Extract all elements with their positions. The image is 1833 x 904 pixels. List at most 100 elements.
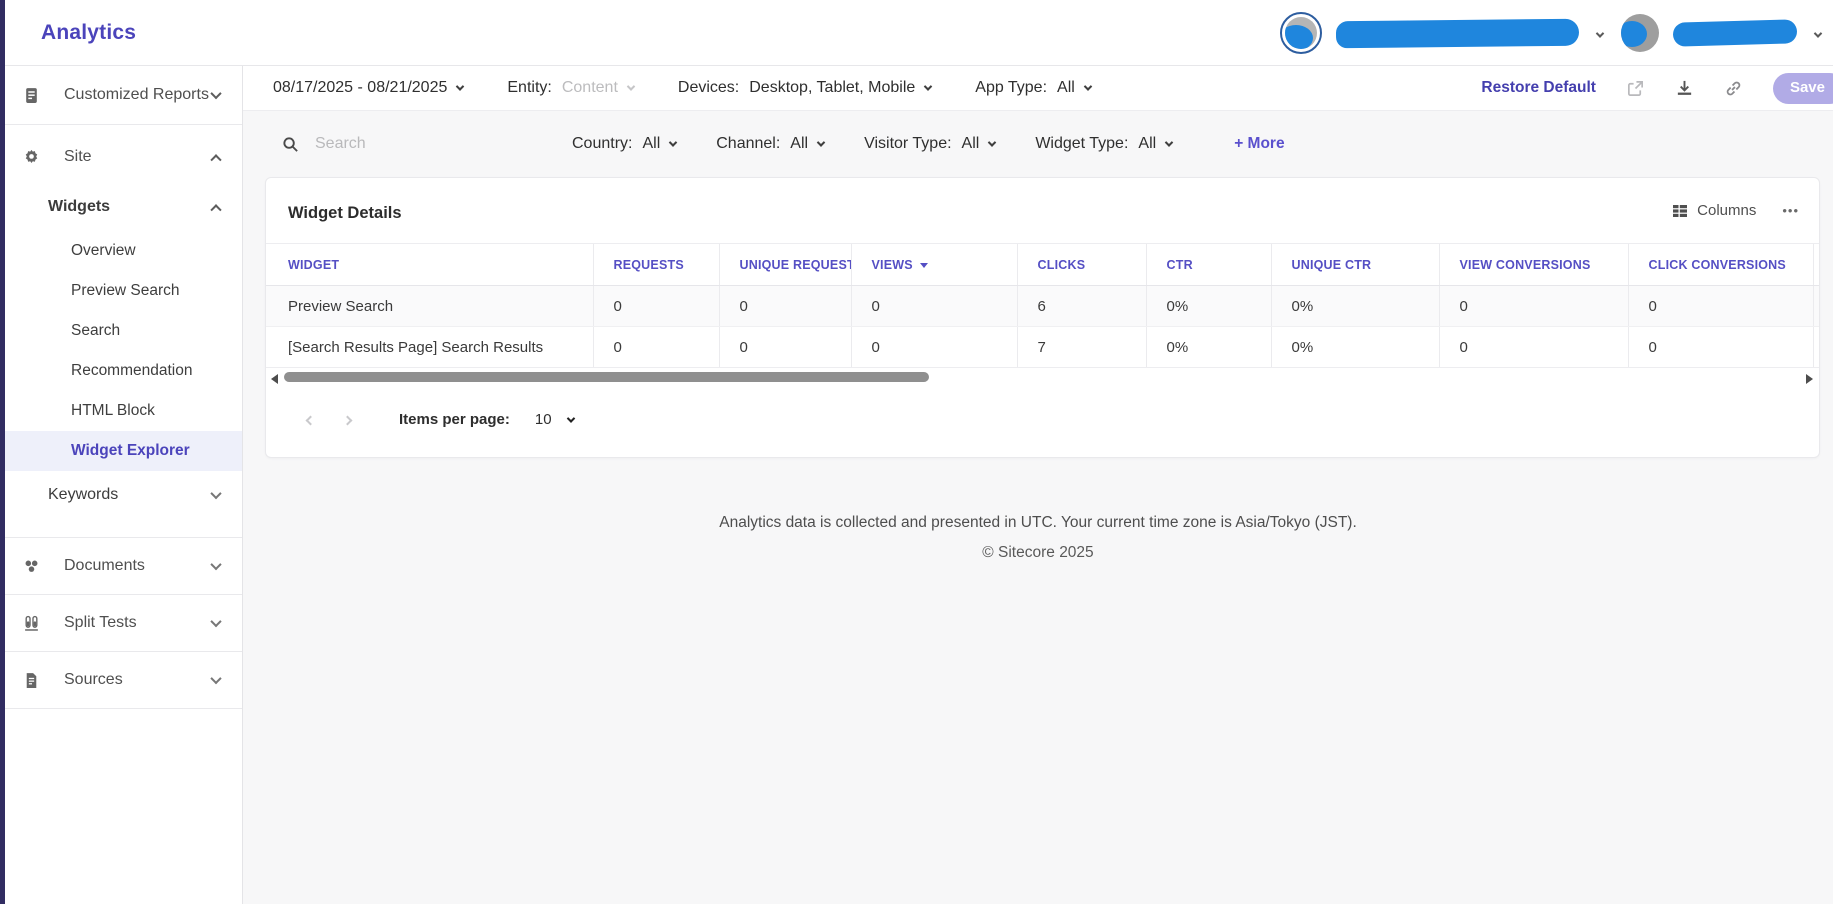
search-filter-row: Country: All Channel: All Visitor Type: … [243, 111, 1833, 171]
copy-link-button[interactable] [1724, 79, 1743, 98]
redaction-blob [1621, 21, 1647, 47]
sidebar-item-search[interactable]: Search [0, 311, 242, 351]
sidebar-item-customized-reports[interactable]: Customized Reports [0, 66, 242, 124]
sidebar-item-label: Search [71, 322, 121, 339]
cell-requests: 0 [592, 285, 719, 327]
chevron-down-icon [456, 82, 465, 91]
next-page-button[interactable] [338, 408, 357, 431]
cell-click-conversions: 0 [1627, 285, 1813, 327]
pagination: Items per page: 10 [266, 386, 1819, 457]
scroll-left-arrow-icon[interactable] [271, 374, 278, 384]
widget-type-dropdown[interactable]: Widget Type: All [1035, 135, 1174, 153]
avatar [1285, 17, 1317, 49]
save-button[interactable]: Save [1772, 72, 1833, 104]
sidebar-item-widget-explorer[interactable]: Widget Explorer [0, 431, 242, 471]
search-input[interactable] [315, 135, 495, 153]
devices-dropdown[interactable]: Devices: Desktop, Tablet, Mobile [677, 79, 933, 97]
sidebar-item-label: Recommendation [71, 362, 193, 379]
sidebar-item-recommendation[interactable]: Recommendation [0, 351, 242, 391]
sidebar-item-html-block[interactable]: HTML Block [0, 391, 242, 431]
sidebar-item-label: Widget Explorer [71, 442, 190, 459]
table-row[interactable]: [Search Results Page] Search Results 0 0… [266, 326, 1819, 368]
chevron-down-icon [816, 138, 826, 147]
entity-value: Content [561, 79, 618, 96]
prev-page-button[interactable] [301, 408, 320, 431]
chevron-down-icon [1595, 28, 1605, 38]
columns-button-label: Columns [1697, 202, 1757, 219]
sidebar-item-label: Widgets [48, 198, 111, 215]
cell-view-conversions: 0 [1438, 326, 1628, 368]
col-header-unique-requests[interactable]: UNIQUE REQUESTS [718, 243, 851, 286]
share-button[interactable] [1626, 79, 1645, 98]
chevron-down-icon [210, 615, 222, 628]
sidebar-item-overview[interactable]: Overview [0, 231, 242, 271]
org-switcher-chevron[interactable] [1593, 22, 1607, 45]
cell-requests: 0 [592, 326, 719, 368]
horizontal-scrollbar[interactable] [269, 371, 1815, 386]
col-header-view-conversions[interactable]: VIEW CONVERSIONS [1438, 243, 1628, 286]
left-edge-strip [0, 0, 5, 904]
sidebar-item-label: Documents [64, 557, 145, 574]
card-title: Widget Details [288, 204, 402, 222]
cell-unique-ctr: 0% [1270, 285, 1439, 327]
user-avatar[interactable] [1621, 14, 1659, 52]
col-header-clicks[interactable]: CLICKS [1016, 243, 1146, 286]
items-per-page-label: Items per page: [399, 411, 510, 428]
cell-view-conversions: 0 [1438, 285, 1628, 327]
col-header-click-conversions[interactable]: CLICK CONVERSIONS [1627, 243, 1813, 286]
devices-label: Devices: [677, 79, 740, 96]
col-header-ctr[interactable]: CTR [1145, 243, 1271, 286]
sidebar-item-sources[interactable]: Sources [0, 652, 242, 708]
cell-clicks: 7 [1016, 326, 1146, 368]
restore-default-button[interactable]: Restore Default [1481, 79, 1596, 96]
col-header-requests[interactable]: REQUESTS [592, 243, 719, 286]
cell-widget: Preview Search [266, 285, 593, 327]
org-avatar[interactable] [1280, 12, 1322, 54]
items-per-page-select[interactable]: 10 [535, 411, 575, 428]
more-filters-button[interactable]: + More [1234, 135, 1285, 152]
sidebar-item-label: Split Tests [64, 614, 137, 631]
search-box[interactable] [282, 135, 532, 153]
app-type-dropdown[interactable]: App Type: All [975, 79, 1093, 97]
chevron-up-icon [210, 204, 222, 216]
divider [0, 651, 242, 652]
documents-icon [22, 557, 40, 575]
sidebar-item-site[interactable]: Site [0, 131, 242, 183]
timezone-note: Analytics data is collected and presente… [719, 514, 1357, 531]
card-menu-button[interactable]: ••• [1782, 203, 1799, 218]
chevron-right-icon [342, 415, 353, 426]
country-dropdown[interactable]: Country: All [572, 135, 678, 153]
sidebar-item-widgets[interactable]: Widgets [0, 183, 242, 231]
divider [0, 708, 242, 709]
sidebar-item-label: Keywords [48, 486, 119, 503]
app-type-value: All [1057, 79, 1075, 96]
cell-click-conversions: 0 [1627, 326, 1813, 368]
visitor-type-value: All [961, 135, 980, 152]
app-type-label: App Type: [975, 79, 1048, 96]
sidebar-item-preview-search[interactable]: Preview Search [0, 271, 242, 311]
sidebar-item-label: Site [64, 148, 92, 165]
page-title: Analytics [41, 20, 137, 44]
date-range-picker[interactable]: 08/17/2025 - 08/21/2025 [273, 79, 465, 97]
download-button[interactable] [1675, 79, 1694, 98]
visitor-type-dropdown[interactable]: Visitor Type: All [864, 135, 997, 153]
redacted-org-name [1335, 18, 1580, 48]
sidebar-item-split-tests[interactable]: Split Tests [0, 595, 242, 651]
col-header-views[interactable]: VIEWS [850, 243, 1017, 286]
entity-dropdown[interactable]: Entity: Content [507, 79, 636, 97]
main-content: 08/17/2025 - 08/21/2025 Entity: Content … [243, 66, 1833, 904]
col-header-widget[interactable]: WIDGET [266, 243, 593, 286]
chevron-down-icon [210, 558, 222, 571]
sidebar-item-keywords[interactable]: Keywords [0, 471, 242, 519]
columns-button[interactable]: Columns [1672, 202, 1756, 219]
scrollbar-thumb[interactable] [284, 372, 929, 382]
table-row[interactable]: Preview Search 0 0 0 6 0% 0% 0 0 [266, 285, 1819, 327]
scroll-right-arrow-icon[interactable] [1806, 374, 1813, 384]
channel-dropdown[interactable]: Channel: All [716, 135, 826, 153]
user-menu-chevron[interactable] [1811, 22, 1825, 45]
divider [0, 124, 242, 125]
source-file-icon [22, 671, 40, 689]
col-header-unique-ctr[interactable]: UNIQUE CTR [1270, 243, 1439, 286]
sidebar-item-label: Preview Search [71, 282, 180, 299]
sidebar-item-documents[interactable]: Documents [0, 538, 242, 594]
